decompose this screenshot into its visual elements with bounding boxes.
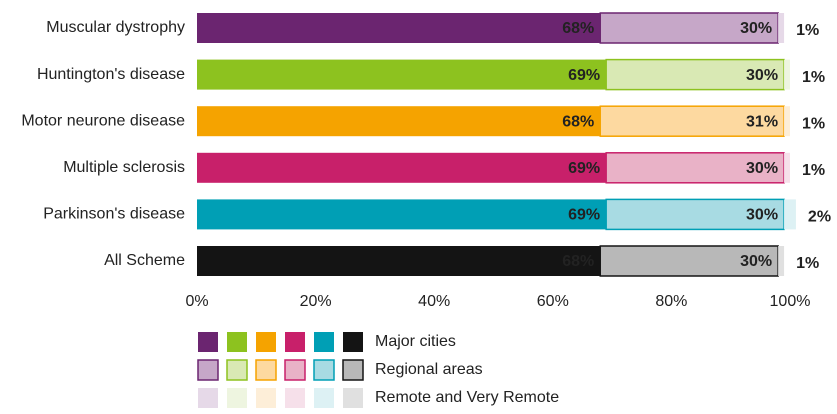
bar-segment — [599, 105, 785, 137]
category-label: Multiple sclerosis — [63, 159, 185, 176]
value-label: 68% — [562, 20, 594, 37]
legend-swatch — [314, 332, 334, 352]
value-label: 31% — [746, 113, 778, 130]
value-label: 1% — [802, 115, 825, 132]
value-label: 30% — [746, 67, 778, 84]
bar-segment — [197, 199, 607, 230]
x-tick-label: 0% — [185, 293, 208, 310]
bar-segment — [197, 152, 607, 183]
legend-swatch — [342, 359, 364, 381]
legend-swatch — [256, 388, 276, 408]
x-tick-label: 60% — [537, 293, 569, 310]
legend-label: Major cities — [375, 333, 456, 350]
legend-swatch — [285, 388, 305, 408]
value-label: 1% — [802, 69, 825, 86]
legend-swatch — [198, 332, 218, 352]
legend-swatch — [343, 388, 363, 408]
x-tick-label: 80% — [655, 293, 687, 310]
value-label: 69% — [568, 160, 600, 177]
bar-segment — [197, 13, 601, 43]
value-label: 69% — [568, 207, 600, 224]
x-tick-label: 40% — [418, 293, 450, 310]
value-label: 1% — [802, 162, 825, 179]
legend-swatch — [227, 388, 247, 408]
legend-swatch — [314, 388, 334, 408]
legend-swatch — [226, 359, 248, 381]
value-label: 30% — [746, 160, 778, 177]
legend-swatch — [227, 332, 247, 352]
bar-segment — [197, 106, 601, 137]
bar-segment — [778, 13, 785, 43]
bar-segment — [778, 246, 785, 276]
x-tick-label: 100% — [770, 293, 811, 310]
bar-segment — [784, 152, 790, 183]
legend-label: Remote and Very Remote — [375, 389, 559, 406]
bar-segment — [784, 59, 790, 90]
bar-segment — [605, 152, 785, 184]
bar-segment — [605, 198, 785, 231]
category-label: Muscular dystrophy — [46, 19, 185, 36]
bar-segment — [784, 106, 790, 137]
legend-swatch — [198, 388, 218, 408]
legend-swatch — [285, 332, 305, 352]
legend-swatch — [255, 359, 277, 381]
legend-swatch — [343, 332, 363, 352]
legend-label: Regional areas — [375, 361, 483, 378]
bar-segment — [197, 59, 607, 90]
category-label: Huntington's disease — [37, 66, 185, 83]
bar-segment — [605, 58, 785, 91]
bar-segment — [599, 245, 779, 277]
value-label: 68% — [562, 253, 594, 270]
value-label: 1% — [796, 22, 819, 39]
value-label: 30% — [740, 20, 772, 37]
value-label: 69% — [568, 67, 600, 84]
value-label: 30% — [746, 207, 778, 224]
category-label: Parkinson's disease — [43, 206, 185, 223]
legend-swatch — [284, 359, 306, 381]
bar-segment — [197, 246, 601, 276]
value-label: 1% — [796, 255, 819, 272]
x-tick-label: 20% — [300, 293, 332, 310]
legend-swatch — [256, 332, 276, 352]
category-label: All Scheme — [104, 252, 185, 269]
legend-swatch — [197, 359, 219, 381]
bar-segment — [599, 12, 779, 44]
value-label: 68% — [562, 113, 594, 130]
value-label: 2% — [808, 209, 831, 226]
legend-swatch — [313, 359, 335, 381]
value-label: 30% — [740, 253, 772, 270]
category-label: Motor neurone disease — [21, 112, 185, 129]
bar-segment — [784, 199, 796, 230]
